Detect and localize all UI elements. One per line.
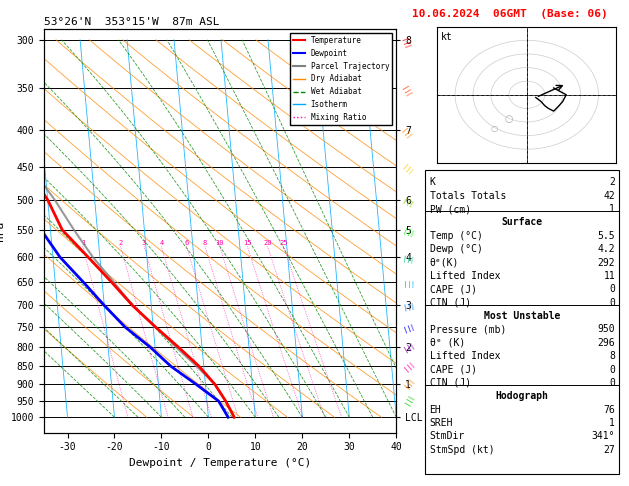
Text: Lifted Index: Lifted Index <box>430 351 500 361</box>
Text: |||: ||| <box>399 360 413 373</box>
Text: 1: 1 <box>610 418 615 428</box>
Text: |||: ||| <box>399 377 413 391</box>
Text: 341°: 341° <box>592 432 615 441</box>
Text: 10.06.2024  06GMT  (Base: 06): 10.06.2024 06GMT (Base: 06) <box>412 9 608 19</box>
Text: |||: ||| <box>399 394 412 408</box>
Text: |||: ||| <box>399 123 413 137</box>
Text: © weatheronline.co.uk: © weatheronline.co.uk <box>425 468 537 477</box>
Text: 27: 27 <box>603 445 615 455</box>
Text: CIN (J): CIN (J) <box>430 298 470 308</box>
Text: |||: ||| <box>399 81 412 95</box>
Text: K: K <box>430 177 435 188</box>
Text: 2: 2 <box>610 177 615 188</box>
Text: 950: 950 <box>598 325 615 334</box>
Text: |||: ||| <box>399 322 413 332</box>
Text: EH: EH <box>430 405 442 415</box>
Text: StmSpd (kt): StmSpd (kt) <box>430 445 494 455</box>
Y-axis label: km
ASL: km ASL <box>435 231 453 252</box>
Text: 42: 42 <box>603 191 615 201</box>
Text: PW (cm): PW (cm) <box>430 204 470 214</box>
Text: 10: 10 <box>216 241 224 246</box>
Text: Pressure (mb): Pressure (mb) <box>430 325 506 334</box>
Text: kt: kt <box>441 32 452 42</box>
Text: 1: 1 <box>81 241 85 246</box>
Text: |||: ||| <box>398 194 413 206</box>
Text: |||: ||| <box>399 301 413 310</box>
Text: 0: 0 <box>610 378 615 388</box>
Text: 1: 1 <box>610 204 615 214</box>
Text: Lifted Index: Lifted Index <box>430 271 500 281</box>
Text: θᵉ (K): θᵉ (K) <box>430 338 465 348</box>
X-axis label: Dewpoint / Temperature (°C): Dewpoint / Temperature (°C) <box>129 458 311 468</box>
Text: 0: 0 <box>610 364 615 375</box>
Text: Surface: Surface <box>501 218 543 227</box>
Text: 20: 20 <box>264 241 272 246</box>
Text: 11: 11 <box>603 271 615 281</box>
Legend: Temperature, Dewpoint, Parcel Trajectory, Dry Adiabat, Wet Adiabat, Isotherm, Mi: Temperature, Dewpoint, Parcel Trajectory… <box>290 33 392 125</box>
Text: 53°26'N  353°15'W  87m ASL: 53°26'N 353°15'W 87m ASL <box>44 17 220 27</box>
Text: SREH: SREH <box>430 418 453 428</box>
Text: CIN (J): CIN (J) <box>430 378 470 388</box>
Text: |||: ||| <box>399 160 413 174</box>
Text: CAPE (J): CAPE (J) <box>430 364 477 375</box>
Text: StmDir: StmDir <box>430 432 465 441</box>
Text: |||: ||| <box>399 225 413 235</box>
Text: Hodograph: Hodograph <box>496 391 548 401</box>
Text: 4: 4 <box>159 241 164 246</box>
Text: 292: 292 <box>598 258 615 268</box>
Text: 0: 0 <box>610 298 615 308</box>
Text: 4.2: 4.2 <box>598 244 615 254</box>
Text: 6: 6 <box>184 241 189 246</box>
Text: 76: 76 <box>603 405 615 415</box>
Text: |||: ||| <box>398 341 413 353</box>
Text: Most Unstable: Most Unstable <box>484 311 560 321</box>
Text: 15: 15 <box>243 241 252 246</box>
Text: CAPE (J): CAPE (J) <box>430 284 477 295</box>
Y-axis label: hPa: hPa <box>0 221 5 241</box>
Text: 8: 8 <box>610 351 615 361</box>
Text: θᵉ(K): θᵉ(K) <box>430 258 459 268</box>
Text: ○: ○ <box>504 114 513 124</box>
Text: |||: ||| <box>400 33 411 47</box>
Text: |||: ||| <box>399 278 412 286</box>
Text: 3: 3 <box>142 241 147 246</box>
Text: 0: 0 <box>610 284 615 295</box>
Text: 8: 8 <box>203 241 207 246</box>
Text: 5.5: 5.5 <box>598 231 615 241</box>
Text: ○: ○ <box>491 124 498 133</box>
Text: Temp (°C): Temp (°C) <box>430 231 482 241</box>
Text: 296: 296 <box>598 338 615 348</box>
Text: 2: 2 <box>118 241 123 246</box>
Text: Totals Totals: Totals Totals <box>430 191 506 201</box>
Text: |||: ||| <box>399 253 413 261</box>
Text: Dewp (°C): Dewp (°C) <box>430 244 482 254</box>
Text: 25: 25 <box>279 241 288 246</box>
